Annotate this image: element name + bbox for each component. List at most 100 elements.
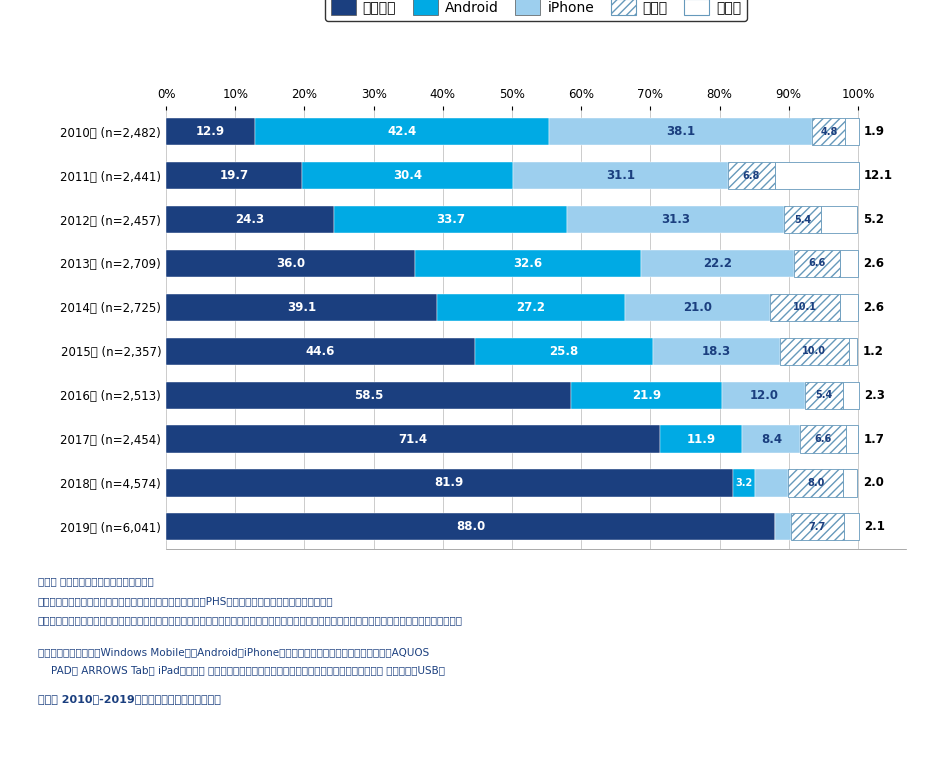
- Text: 22.2: 22.2: [703, 257, 732, 270]
- Bar: [568, 206, 784, 233]
- Text: 6.6: 6.6: [814, 434, 832, 444]
- Text: 33.7: 33.7: [437, 213, 465, 226]
- Text: 10.1: 10.1: [793, 303, 817, 312]
- Text: 42.4: 42.4: [387, 125, 417, 138]
- Text: 21.9: 21.9: [632, 389, 661, 401]
- Text: 2.6: 2.6: [864, 257, 884, 270]
- Text: 出所： 2010年-2019年一般向けモバイル動向調査: 出所： 2010年-2019年一般向けモバイル動向調査: [38, 694, 221, 704]
- Bar: [166, 162, 303, 189]
- Bar: [660, 426, 742, 452]
- Bar: [774, 514, 791, 540]
- Bar: [728, 162, 774, 189]
- Text: 1.2: 1.2: [863, 345, 884, 358]
- Text: 6.6: 6.6: [809, 259, 826, 268]
- Text: 31.1: 31.1: [605, 169, 635, 182]
- Text: 4.8: 4.8: [820, 127, 838, 136]
- Bar: [653, 338, 780, 365]
- Text: 18.3: 18.3: [702, 345, 731, 358]
- Text: 8.4: 8.4: [761, 433, 782, 445]
- Bar: [800, 426, 847, 452]
- Bar: [255, 118, 549, 145]
- Text: PAD， ARROWS Tab， iPadなどで， 通信回線契約をしているものに限る）」「モバイルルーター， データ通信USB」: PAD， ARROWS Tab， iPadなどで， 通信回線契約をしているものに…: [38, 665, 445, 675]
- Text: 12.9: 12.9: [196, 125, 225, 138]
- Bar: [334, 206, 568, 233]
- Text: 3.2: 3.2: [735, 478, 753, 488]
- Bar: [770, 294, 840, 321]
- Text: 27.2: 27.2: [516, 301, 545, 314]
- Bar: [847, 426, 858, 452]
- Text: 2.0: 2.0: [863, 477, 884, 489]
- Text: 5.2: 5.2: [863, 213, 884, 226]
- Text: 12.0: 12.0: [750, 389, 778, 401]
- Text: 71.4: 71.4: [399, 433, 428, 445]
- Bar: [641, 250, 794, 277]
- Text: 30.4: 30.4: [393, 169, 422, 182]
- Bar: [166, 470, 733, 496]
- Bar: [843, 382, 859, 408]
- Bar: [415, 250, 641, 277]
- Bar: [722, 382, 806, 408]
- Bar: [166, 250, 415, 277]
- Text: 注２：「ケータイ」は「シニア向け以外の従来のケータイ（PHSまたはいわゆるガラケー）」を集計。: 注２：「ケータイ」は「シニア向け以外の従来のケータイ（PHSまたはいわゆるガラケ…: [38, 596, 334, 606]
- Bar: [166, 206, 334, 233]
- Bar: [788, 470, 844, 496]
- Bar: [512, 162, 728, 189]
- Text: 24.3: 24.3: [235, 213, 265, 226]
- Text: 注１： スマホ・ケータイ所有者が回答。: 注１： スマホ・ケータイ所有者が回答。: [38, 576, 154, 586]
- Text: 注３：「シニア」は「シニア向けの従来のケータイ（らくらくホンなど）」「シニア向けのスマートフォン（らくらくスマートフォンなど）」を合計。: 注３：「シニア」は「シニア向けの従来のケータイ（らくらくホンなど）」「シニア向け…: [38, 615, 463, 626]
- Bar: [780, 338, 848, 365]
- Text: 2.6: 2.6: [864, 301, 884, 314]
- Text: 12.1: 12.1: [865, 169, 893, 182]
- Bar: [303, 162, 512, 189]
- Bar: [166, 294, 437, 321]
- Text: 2.1: 2.1: [865, 521, 885, 533]
- Text: 6.8: 6.8: [743, 171, 760, 180]
- Text: 44.6: 44.6: [306, 345, 335, 358]
- Text: 81.9: 81.9: [435, 477, 464, 489]
- Bar: [624, 294, 770, 321]
- Bar: [437, 294, 624, 321]
- Legend: ケータイ, Android, iPhone, シニア, その他: ケータイ, Android, iPhone, シニア, その他: [326, 0, 747, 21]
- Bar: [846, 118, 859, 145]
- Text: 21.0: 21.0: [683, 301, 712, 314]
- Bar: [754, 470, 788, 496]
- Text: 39.1: 39.1: [287, 301, 316, 314]
- Text: 19.7: 19.7: [219, 169, 249, 182]
- Bar: [812, 118, 846, 145]
- Bar: [474, 338, 653, 365]
- Bar: [570, 382, 722, 408]
- Text: 31.3: 31.3: [661, 213, 690, 226]
- Bar: [791, 514, 844, 540]
- Bar: [733, 470, 754, 496]
- Text: 7.7: 7.7: [809, 522, 826, 532]
- Text: 2.3: 2.3: [865, 389, 885, 401]
- Bar: [821, 206, 857, 233]
- Bar: [844, 470, 857, 496]
- Bar: [166, 338, 474, 365]
- Bar: [848, 338, 857, 365]
- Text: 58.5: 58.5: [354, 389, 383, 401]
- Text: 1.7: 1.7: [864, 433, 884, 445]
- Bar: [166, 118, 255, 145]
- Bar: [166, 426, 660, 452]
- Text: 38.1: 38.1: [666, 125, 695, 138]
- Bar: [794, 250, 840, 277]
- Text: 88.0: 88.0: [456, 521, 485, 533]
- Text: 11.9: 11.9: [687, 433, 716, 445]
- Bar: [166, 382, 570, 408]
- Text: 36.0: 36.0: [276, 257, 306, 270]
- Text: 1.9: 1.9: [865, 125, 885, 138]
- Text: 8.0: 8.0: [807, 478, 825, 488]
- Bar: [549, 118, 812, 145]
- Text: 10.0: 10.0: [802, 347, 827, 356]
- Text: 5.4: 5.4: [815, 390, 832, 400]
- Bar: [844, 514, 859, 540]
- Text: 注４：「その他」は「Windows MobileなどAndroidやiPhone以外のスマートフォン」「タブレット（AQUOS: 注４：「その他」は「Windows MobileなどAndroidやiPhone…: [38, 647, 429, 657]
- Bar: [840, 294, 858, 321]
- Text: 32.6: 32.6: [513, 257, 543, 270]
- Bar: [166, 514, 774, 540]
- Bar: [742, 426, 800, 452]
- Bar: [774, 162, 859, 189]
- Bar: [806, 382, 843, 408]
- Text: 5.4: 5.4: [794, 215, 811, 224]
